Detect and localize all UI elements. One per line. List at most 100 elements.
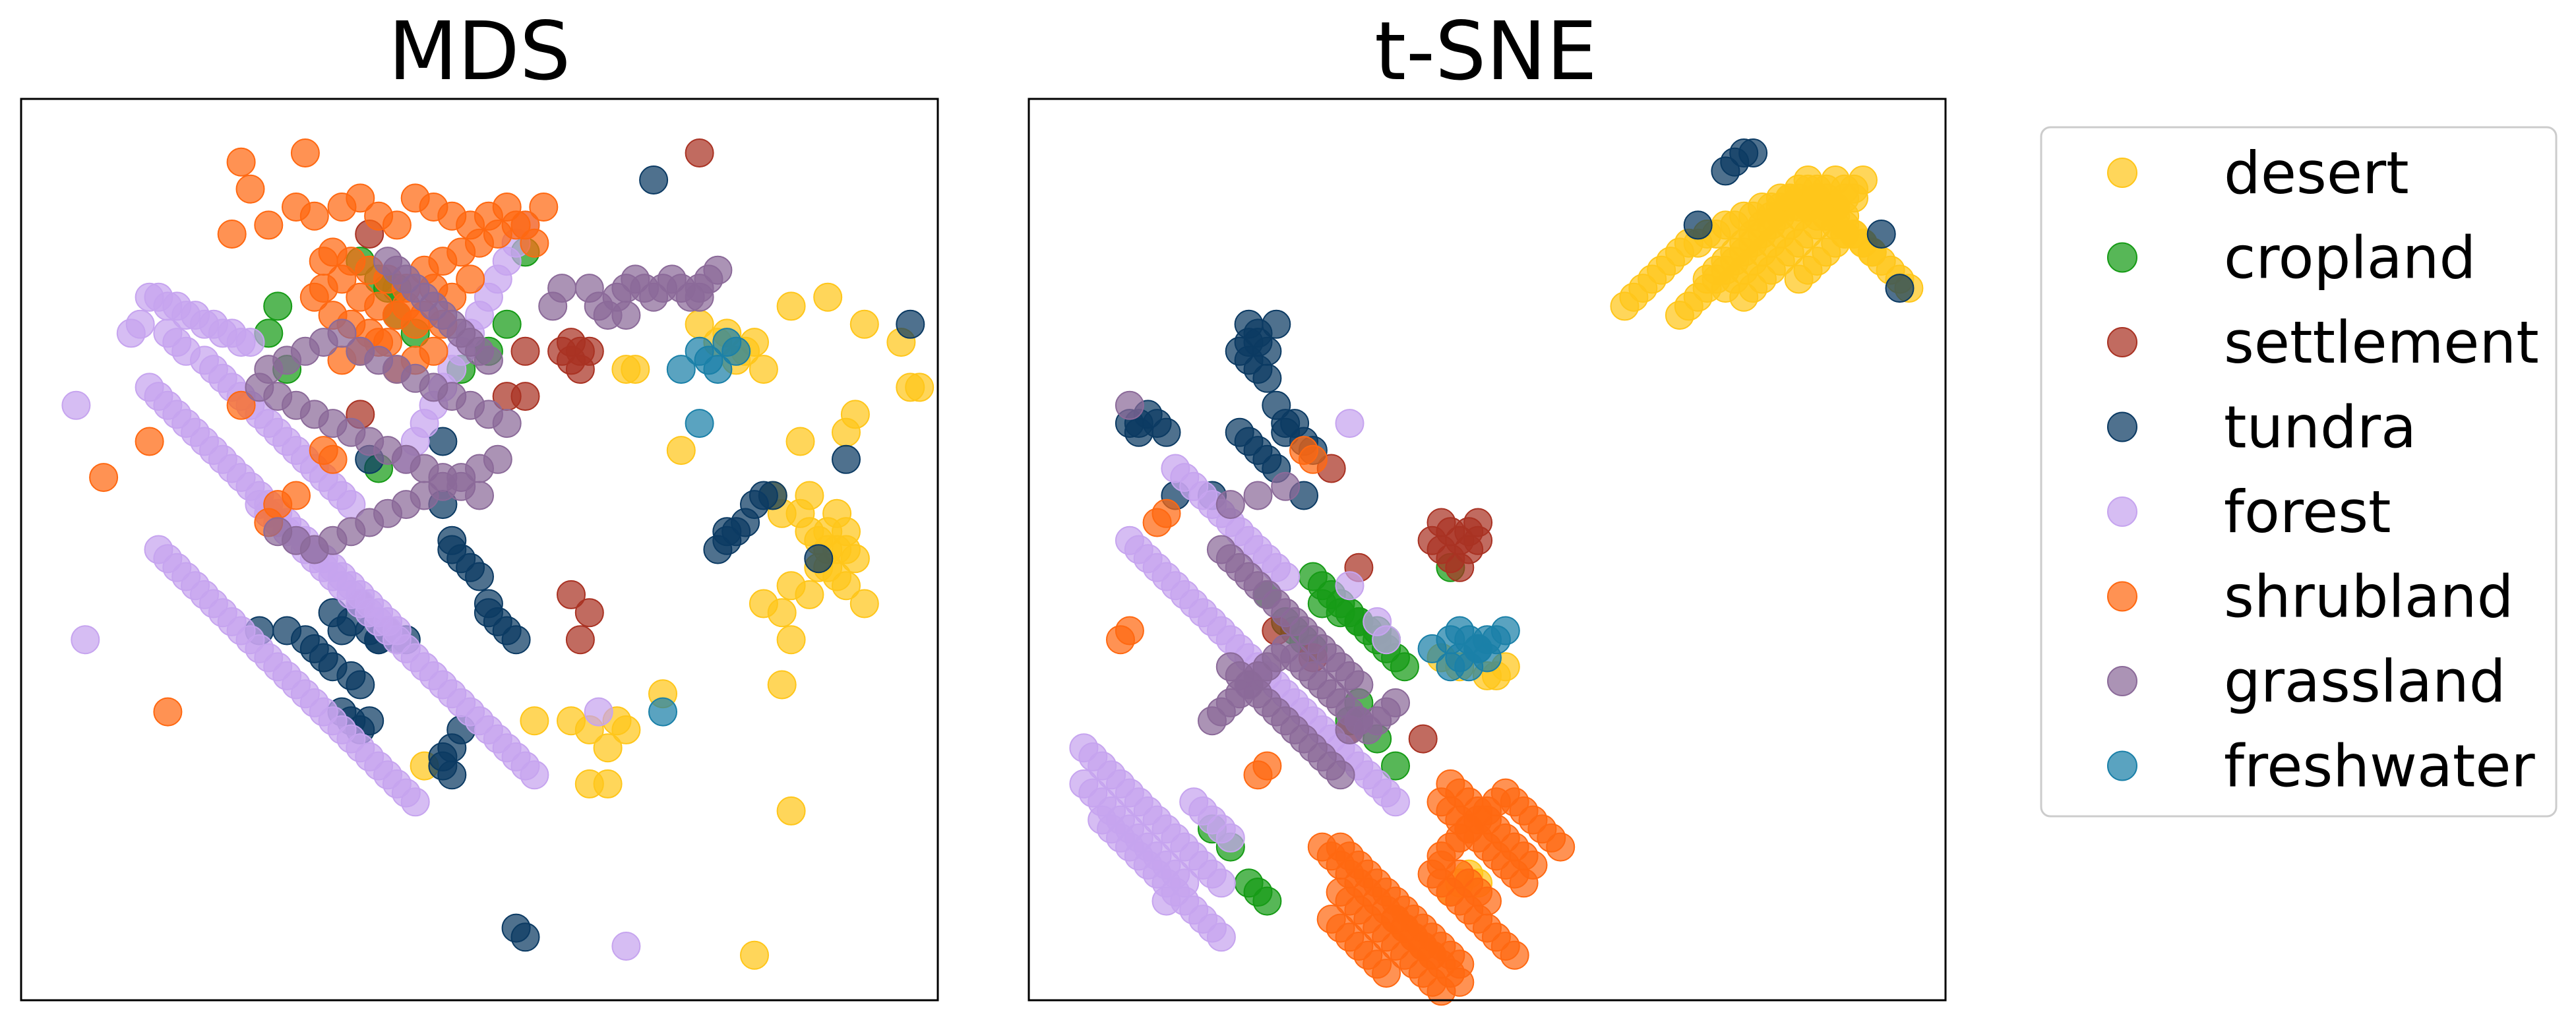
point-grassland — [547, 274, 577, 303]
point-settlement — [1463, 526, 1493, 555]
point-cropland — [1390, 652, 1419, 682]
point-settlement — [557, 580, 586, 609]
legend-label-cropland: cropland — [2224, 224, 2476, 292]
point-forest — [61, 390, 91, 420]
point-desert — [840, 544, 870, 574]
mds-plot-frame — [20, 98, 939, 1002]
point-shrubland — [1252, 751, 1282, 781]
point-cropland — [492, 309, 522, 339]
point-shrubland — [282, 481, 311, 510]
point-desert — [785, 427, 815, 456]
legend-marker-shrubland — [2107, 581, 2137, 612]
point-grassland — [327, 318, 357, 348]
point-settlement — [685, 138, 714, 167]
point-settlement — [565, 625, 595, 655]
point-tundra — [832, 444, 861, 474]
point-shrubland — [226, 147, 256, 177]
point-shrubland — [290, 138, 320, 167]
point-desert — [832, 571, 861, 601]
legend-marker-settlement — [2107, 327, 2137, 357]
point-tundra — [501, 913, 531, 943]
point-tundra — [1885, 274, 1915, 303]
point-shrubland — [529, 193, 559, 222]
point-shrubland — [299, 201, 329, 231]
point-freshwater — [721, 336, 751, 366]
point-shrubland — [456, 264, 485, 294]
point-tundra — [327, 616, 357, 646]
mds-panel: MDS — [20, 5, 939, 1002]
point-desert — [574, 769, 604, 798]
point-freshwater — [648, 697, 677, 727]
point-desert — [776, 625, 806, 655]
point-desert — [905, 373, 935, 402]
point-shrubland — [217, 220, 247, 249]
legend-label-shrubland: shrubland — [2224, 563, 2513, 631]
point-desert — [1830, 220, 1860, 249]
point-shrubland — [235, 174, 265, 204]
point-freshwater — [685, 409, 714, 438]
point-tundra — [1711, 156, 1740, 186]
legend-marker-grassland — [2107, 666, 2137, 696]
point-shrubland — [327, 264, 357, 294]
point-forest — [400, 787, 430, 817]
point-shrubland — [1546, 832, 1576, 862]
point-freshwater — [703, 355, 733, 384]
point-settlement — [1408, 724, 1438, 754]
point-forest — [584, 697, 613, 727]
point-tundra — [1683, 210, 1713, 240]
point-cropland — [1381, 751, 1410, 781]
point-shrubland — [501, 210, 531, 240]
point-grassland — [492, 409, 522, 438]
point-tundra — [804, 544, 834, 574]
legend-marker-cropland — [2107, 242, 2137, 273]
point-shrubland — [153, 697, 183, 727]
point-tundra — [465, 562, 494, 591]
legend-label-forest: forest — [2224, 478, 2391, 546]
point-grassland — [1326, 760, 1355, 790]
point-shrubland — [1142, 508, 1172, 537]
point-forest — [1151, 886, 1181, 916]
mds-title: MDS — [388, 5, 571, 98]
point-shrubland — [1445, 949, 1475, 979]
point-desert — [767, 598, 797, 628]
point-tundra — [1866, 220, 1896, 249]
point-shrubland — [1518, 851, 1548, 880]
point-forest — [1206, 868, 1236, 898]
point-freshwater — [1473, 625, 1502, 655]
point-desert — [740, 940, 769, 970]
point-forest — [1215, 823, 1245, 853]
legend-label-grassland: grassland — [2224, 647, 2506, 715]
point-shrubland — [382, 210, 412, 240]
point-desert — [849, 589, 879, 618]
point-grassland — [483, 444, 512, 474]
tsne-title: t-SNE — [1374, 5, 1597, 98]
point-desert — [767, 670, 797, 700]
point-freshwater — [666, 355, 696, 384]
point-forest — [125, 309, 155, 339]
point-desert — [593, 733, 623, 763]
point-shrubland — [1372, 959, 1401, 988]
point-tundra — [1151, 417, 1181, 447]
point-forest — [1381, 787, 1410, 817]
point-grassland — [474, 346, 503, 375]
legend-label-desert: desert — [2224, 139, 2409, 207]
point-desert — [776, 291, 806, 321]
point-shrubland — [1473, 886, 1502, 916]
point-settlement — [574, 598, 604, 628]
point-tundra — [272, 616, 302, 646]
legend: desert cropland settlement tundra forest shru… — [2040, 126, 2558, 818]
point-forest — [1271, 562, 1301, 591]
point-grassland — [1115, 390, 1144, 420]
legend-label-settlement: settlement — [2224, 309, 2539, 376]
point-forest — [1335, 409, 1365, 438]
point-tundra — [1252, 363, 1282, 393]
point-shrubland — [346, 183, 375, 213]
point-forest — [71, 625, 100, 655]
legend-marker-tundra — [2107, 411, 2137, 442]
tsne-points — [1069, 138, 1924, 1006]
legend-marker-desert — [2107, 158, 2137, 188]
point-cropland — [1298, 562, 1328, 591]
point-tundra — [703, 535, 733, 564]
legend-label-freshwater: freshwater — [2224, 733, 2536, 800]
